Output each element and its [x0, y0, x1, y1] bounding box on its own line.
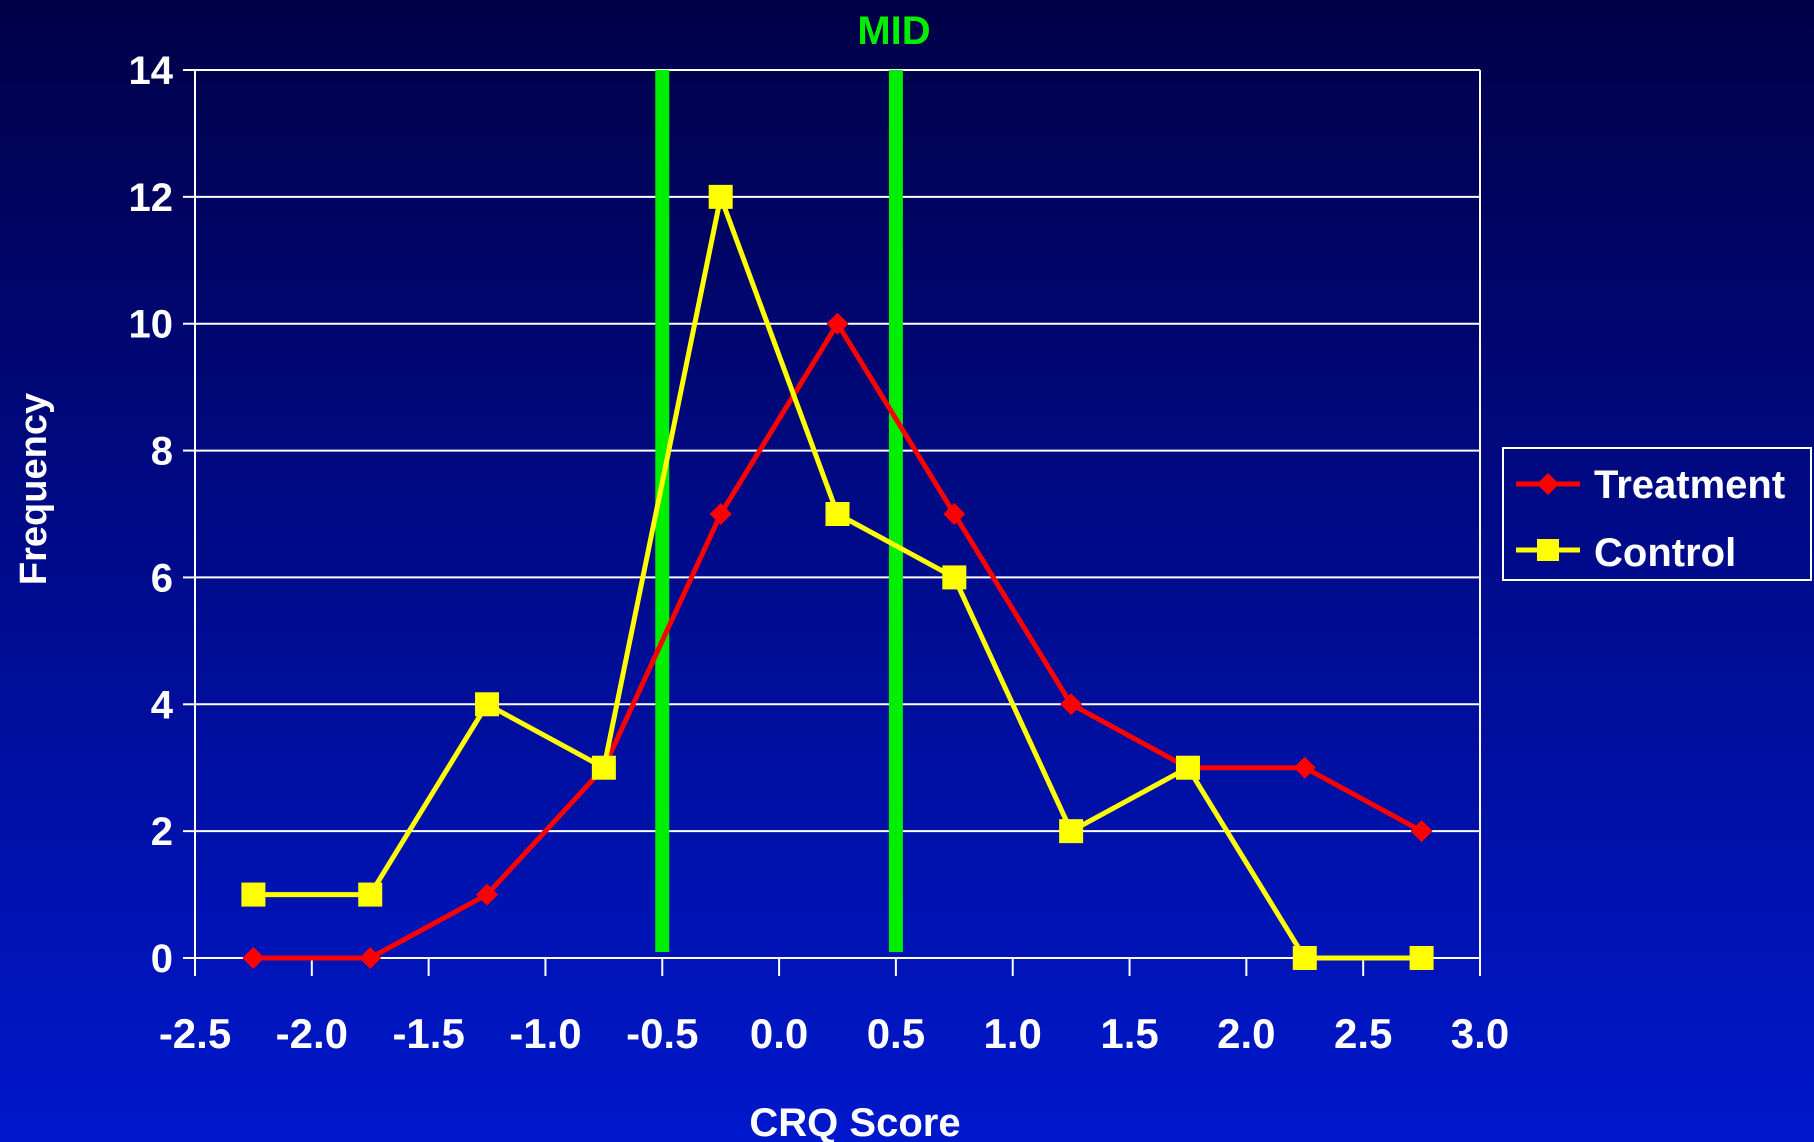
y-axis-title: Frequency: [13, 393, 55, 585]
y-tick-label: 10: [129, 303, 174, 347]
point-control: [241, 882, 266, 907]
point-control: [358, 882, 383, 907]
x-tick-label: -1.0: [509, 1010, 581, 1057]
x-tick-label: -2.0: [276, 1010, 348, 1057]
x-tick-label: 1.5: [1100, 1010, 1158, 1057]
point-treatment: [826, 312, 849, 335]
x-tick-label: 2.0: [1217, 1010, 1275, 1057]
point-treatment: [709, 503, 732, 525]
x-tick-label: -0.5: [626, 1010, 698, 1057]
series: [241, 184, 1434, 970]
point-control: [708, 184, 733, 209]
legend-control-marker: [1537, 539, 1559, 561]
point-treatment: [943, 503, 966, 525]
legend-control-label: Control: [1594, 531, 1736, 575]
x-tick-label: -2.5: [159, 1010, 231, 1057]
legend-box: [1502, 447, 1812, 581]
point-treatment: [1293, 756, 1316, 779]
y-tick-label: 8: [151, 430, 173, 474]
y-tick-label: 12: [129, 176, 174, 220]
point-control: [591, 755, 616, 780]
legend-treatment-marker: [1537, 473, 1559, 495]
axes: 0 2 4 6 8 10 12 14 -2.5 -2.0 -1.5 -1.0 -0.5 0.0 0.5 1.0…: [129, 49, 1510, 1057]
x-tick-label: 0.0: [750, 1010, 808, 1057]
x-tick-label: 0.5: [867, 1010, 925, 1057]
legend-treatment-label: Treatment: [1594, 463, 1785, 507]
y-tick-label: 14: [129, 49, 174, 93]
mid-label: MID: [857, 9, 930, 53]
y-tick-label: 4: [151, 683, 174, 727]
point-control: [825, 502, 850, 526]
point-treatment: [359, 947, 382, 969]
legend: Treatment Control: [1502, 447, 1812, 581]
y-tick-label: 6: [151, 556, 173, 600]
point-treatment: [242, 947, 265, 969]
point-control: [1292, 946, 1317, 970]
point-treatment: [1410, 820, 1433, 843]
point-control: [1059, 819, 1084, 844]
point-control: [475, 692, 500, 717]
x-axis-title: CRQ Score: [749, 1101, 960, 1142]
point-control: [1409, 946, 1434, 970]
x-tick-label: 1.0: [984, 1010, 1042, 1057]
x-tick-label: 2.5: [1334, 1010, 1392, 1057]
mid-lines: [655, 70, 903, 952]
y-tick-label: 2: [151, 810, 173, 854]
point-control: [1175, 755, 1200, 780]
y-tick-label: 0: [151, 937, 173, 981]
point-treatment: [476, 883, 499, 906]
point-control: [942, 565, 967, 590]
point-treatment: [1060, 693, 1083, 716]
x-tick-label: 3.0: [1451, 1010, 1509, 1057]
x-tick-label: -1.5: [392, 1010, 464, 1057]
